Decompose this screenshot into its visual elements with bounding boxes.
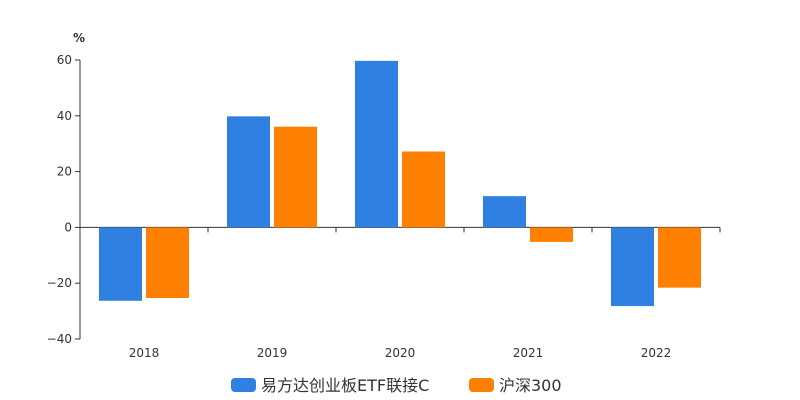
bar-fund-2018 [99,227,142,301]
bar-index-2020 [402,151,445,228]
legend-swatch [469,378,494,392]
x-tick-label: 2019 [257,346,288,360]
y-tick-label: 40 [57,109,72,123]
bar-fund-2020 [355,60,398,228]
legend[interactable]: 易方达创业板ETF联接C 沪深300 [231,376,562,395]
bars [99,60,701,307]
legend-label: 沪深300 [499,376,562,395]
legend-swatch [231,378,256,392]
legend-item-index[interactable]: 沪深300 [469,376,562,395]
x-tick-label: 2018 [129,346,160,360]
x-tick-label: 2020 [385,346,416,360]
y-tick-label: 60 [57,53,72,67]
legend-item-fund[interactable]: 易方达创业板ETF联接C [231,376,429,395]
y-tick-label: 0 [64,220,72,234]
bar-index-2018 [146,227,189,298]
y-axis: −40 −20 0 20 40 60 [47,53,81,346]
y-tick-label: −40 [47,332,72,346]
legend-label: 易方达创业板ETF联接C [261,376,429,395]
bar-index-2021 [530,227,573,242]
x-tick-label: 2022 [641,346,672,360]
bar-index-2022 [658,227,701,288]
y-unit-label: % [73,31,85,45]
bar-fund-2019 [227,116,270,228]
y-tick-label: 20 [57,165,72,179]
x-tick-label: 2021 [513,346,544,360]
bar-fund-2022 [611,227,654,307]
y-tick-label: −20 [47,276,72,290]
bar-fund-2021 [483,196,526,228]
bar-index-2019 [274,126,317,228]
